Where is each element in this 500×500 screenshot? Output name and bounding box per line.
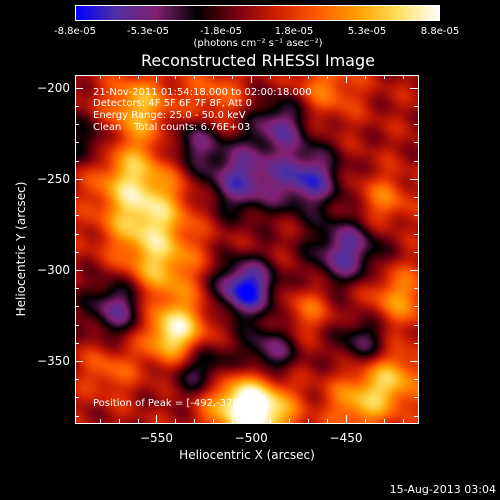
colorbar-tick-label: -1.8e-05 xyxy=(200,26,242,37)
chart-title: Reconstructed RHESSI Image xyxy=(141,51,375,70)
y-tick-label: −250 xyxy=(37,171,70,186)
colorbar-tick-label: -5.3e-05 xyxy=(127,26,169,37)
annotation-clean: Clean Total counts: 6.76E+03 xyxy=(93,122,251,133)
colorbar-tick-label: -8.8e-05 xyxy=(54,26,96,37)
x-tick-label: −550 xyxy=(140,431,173,445)
footer-date: 15-Aug-2013 03:04 xyxy=(389,483,496,496)
colorbar-tick-label: 8.8e-05 xyxy=(420,26,460,37)
x-axis-label: Heliocentric X (arcsec) xyxy=(179,448,315,462)
annotation-energy: Energy Range: 25.0 - 50.0 keV xyxy=(93,110,246,121)
colorbar-tick-label: 1.8e-05 xyxy=(274,26,314,37)
y-tick-label: −200 xyxy=(37,80,70,95)
annotation-peak-position: Position of Peak = [-492,-378] xyxy=(93,398,243,409)
annotation-time: 21-Nov-2011 01:54:18.000 to 02:00:18.000 xyxy=(93,87,312,98)
y-tick-label: −350 xyxy=(37,354,70,369)
colorbar xyxy=(75,5,440,21)
colorbar-unit: (photons cm⁻² s⁻¹ asec⁻²) xyxy=(193,38,323,49)
y-axis-label: Heliocentric Y (arcsec) xyxy=(14,181,28,317)
colorbar-tick-label: 5.3e-05 xyxy=(347,26,387,37)
x-tick-label: −450 xyxy=(329,431,363,445)
x-tick-label: −500 xyxy=(234,431,268,445)
y-tick-label: −300 xyxy=(37,262,70,277)
heatmap-image xyxy=(75,75,418,423)
annotation-detectors: Detectors: 4F 5F 6F 7F 8F, Att 0 xyxy=(93,98,253,109)
